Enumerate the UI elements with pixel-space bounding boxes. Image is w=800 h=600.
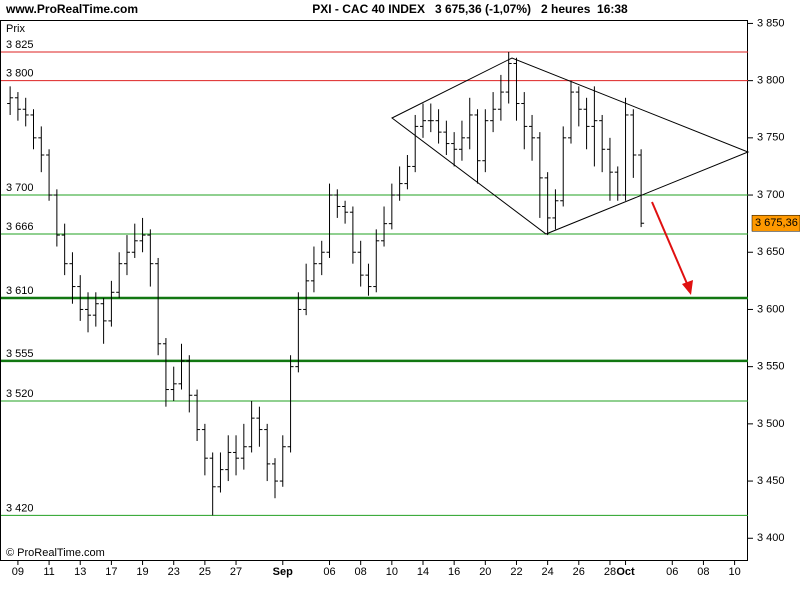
y-tick-label: 3 450 [757,475,785,487]
x-tick-label: 27 [230,566,242,578]
x-tick-label: 24 [542,566,554,578]
y-tick-label: 3 650 [757,246,785,258]
y-tick-label: 3 400 [757,532,785,544]
last-price-box [751,214,800,232]
level-label: 3 420 [6,502,34,514]
y-label: Prix [6,23,25,35]
x-tick-label: 14 [417,566,429,578]
x-tick-label: 06 [323,566,335,578]
level-label: 3 825 [6,39,34,51]
x-tick-label: 10 [728,566,740,578]
x-tick-label: 16 [448,566,460,578]
x-tick-label: 08 [697,566,709,578]
footer: © ProRealTime.com [6,547,105,559]
y-tick-label: 3 600 [757,303,785,315]
x-tick-label: 08 [355,566,367,578]
x-tick-label: 23 [168,566,180,578]
x-tick-label: 28 [604,566,616,578]
x-tick-label: 11 [43,566,54,578]
x-tick-label: 06 [666,566,678,578]
last-price-label: 3 675,36 [755,217,798,229]
x-tick-label: Sep [273,566,293,578]
x-tick-label: 17 [105,566,117,578]
level-label: 3 610 [6,285,34,297]
y-tick-label: 3 750 [757,132,785,144]
y-tick-label: 3 850 [757,17,785,29]
diamond-pattern [391,57,750,235]
level-label: 3 700 [6,182,34,194]
x-tick-label: 26 [573,566,585,578]
x-tick-label: 09 [12,566,24,578]
x-tick-label: 22 [510,566,522,578]
y-tick-label: 3 800 [757,75,785,87]
level-label: 3 520 [6,388,34,400]
x-tick-label: Oct [616,566,635,578]
diamond [391,57,750,235]
x-tick-label: 13 [74,566,86,578]
chart-title: PXI - CAC 40 INDEX 3 675,36 (-1,07%) 2 h… [312,2,628,16]
arrow-shaft [651,201,689,287]
x-tick-label: 25 [199,566,211,578]
level-label: 3 800 [6,68,34,80]
y-tick-label: 3 550 [757,361,785,373]
arrow [651,201,693,295]
y-tick-label: 3 500 [757,418,785,430]
x-tick-label: 19 [136,566,148,578]
x-tick-label: 20 [479,566,491,578]
x-tick-label: 10 [386,566,398,578]
level-label: 3 666 [6,221,34,233]
plot-frame [0,20,748,561]
arrow-head [682,280,693,295]
y-tick-label: 3 700 [757,189,785,201]
site-name: www.ProRealTime.com [5,2,138,16]
level-label: 3 555 [6,348,34,360]
